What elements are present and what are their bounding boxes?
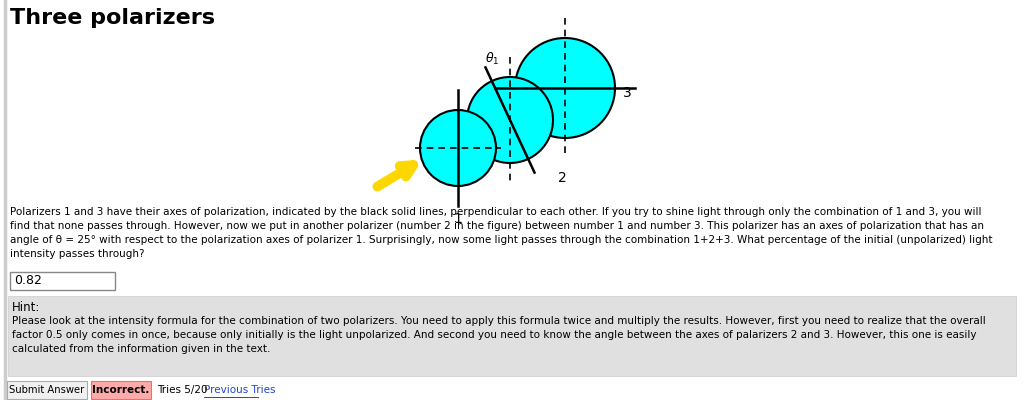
Ellipse shape — [467, 77, 553, 163]
FancyBboxPatch shape — [7, 381, 87, 399]
Text: find that none passes through. However, now we put in another polarizer (number : find that none passes through. However, … — [10, 221, 984, 231]
Text: Incorrect.: Incorrect. — [92, 385, 150, 395]
Text: 2: 2 — [558, 171, 566, 185]
FancyBboxPatch shape — [91, 381, 151, 399]
Text: intensity passes through?: intensity passes through? — [10, 249, 144, 259]
FancyBboxPatch shape — [8, 296, 1016, 376]
Text: Previous Tries: Previous Tries — [204, 385, 275, 395]
FancyBboxPatch shape — [10, 272, 115, 290]
Text: Polarizers 1 and 3 have their axes of polarization, indicated by the black solid: Polarizers 1 and 3 have their axes of po… — [10, 207, 981, 217]
Text: Three polarizers: Three polarizers — [10, 8, 215, 28]
Text: Submit Answer: Submit Answer — [9, 385, 85, 395]
Text: 1: 1 — [454, 212, 463, 226]
Text: Tries 5/20: Tries 5/20 — [157, 385, 208, 395]
Text: factor 0.5 only comes in once, because only initially is the light unpolarized. : factor 0.5 only comes in once, because o… — [12, 330, 977, 340]
Text: 3: 3 — [623, 86, 632, 100]
Ellipse shape — [515, 38, 615, 138]
Text: 0.82: 0.82 — [14, 274, 42, 287]
Text: $\theta_1$: $\theta_1$ — [484, 51, 499, 67]
Text: angle of θ = 25° with respect to the polarization axes of polarizer 1. Surprisin: angle of θ = 25° with respect to the pol… — [10, 235, 992, 245]
Ellipse shape — [420, 110, 496, 186]
Text: Please look at the intensity formula for the combination of two polarizers. You : Please look at the intensity formula for… — [12, 316, 986, 326]
Text: calculated from the information given in the text.: calculated from the information given in… — [12, 344, 270, 354]
Text: Hint:: Hint: — [12, 301, 40, 314]
